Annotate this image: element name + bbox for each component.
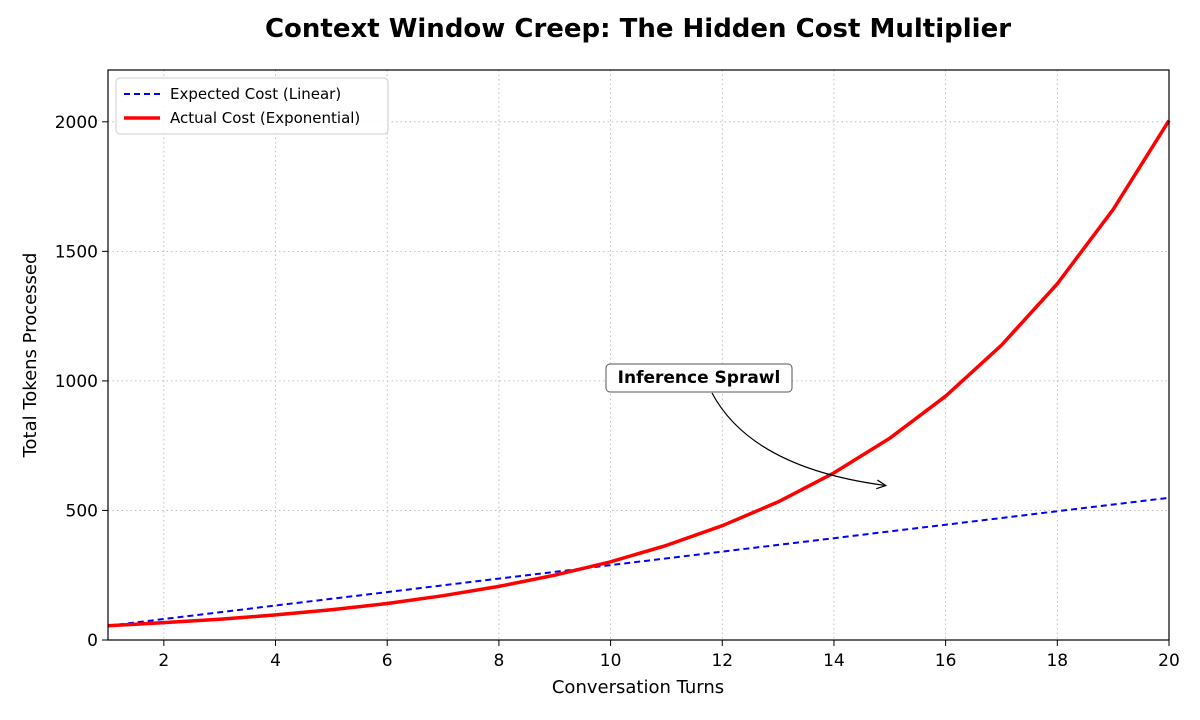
y-tick-label: 2000 <box>55 113 98 133</box>
x-tick-label: 10 <box>600 651 622 671</box>
x-tick-label: 8 <box>493 651 504 671</box>
x-axis-label: Conversation Turns <box>552 677 724 698</box>
legend: Expected Cost (Linear) Actual Cost (Expo… <box>115 77 389 135</box>
legend-label-actual: Actual Cost (Exponential) <box>170 109 360 127</box>
annotation-box <box>605 363 793 393</box>
y-tick-label: 1500 <box>55 242 98 262</box>
series-line-actual <box>107 119 1171 628</box>
chart-title: Context Window Creep: The Hidden Cost Mu… <box>265 14 1011 44</box>
x-tick-label: 2 <box>158 651 169 671</box>
x-tick-label: 6 <box>382 651 393 671</box>
x-tick-label: 16 <box>935 651 957 671</box>
annotation-arrowhead <box>876 479 888 490</box>
x-tick-label: 14 <box>823 651 845 671</box>
x-tick-label: 20 <box>1158 651 1180 671</box>
y-axis-label: Total Tokens Processed <box>20 253 41 459</box>
y-tick-label: 500 <box>66 501 98 521</box>
y-tick-label: 0 <box>87 631 98 651</box>
series-line-expected <box>107 496 1170 627</box>
x-tick-label: 18 <box>1046 651 1068 671</box>
tick-layer: 2 4 6 8 10 12 14 16 18 20 0 500 1000 1500 2000 <box>55 113 1180 671</box>
annotation-text: Inference Sprawl <box>618 368 781 388</box>
plot-frame <box>107 69 1170 641</box>
legend-box <box>115 77 389 135</box>
x-tick-label: 4 <box>270 651 281 671</box>
x-tick-label: 12 <box>711 651 733 671</box>
annotation-arrow <box>711 392 886 487</box>
legend-label-expected: Expected Cost (Linear) <box>170 85 341 103</box>
series-layer <box>107 119 1171 628</box>
annotation: Inference Sprawl <box>605 363 888 490</box>
y-tick-label: 1000 <box>55 372 98 392</box>
